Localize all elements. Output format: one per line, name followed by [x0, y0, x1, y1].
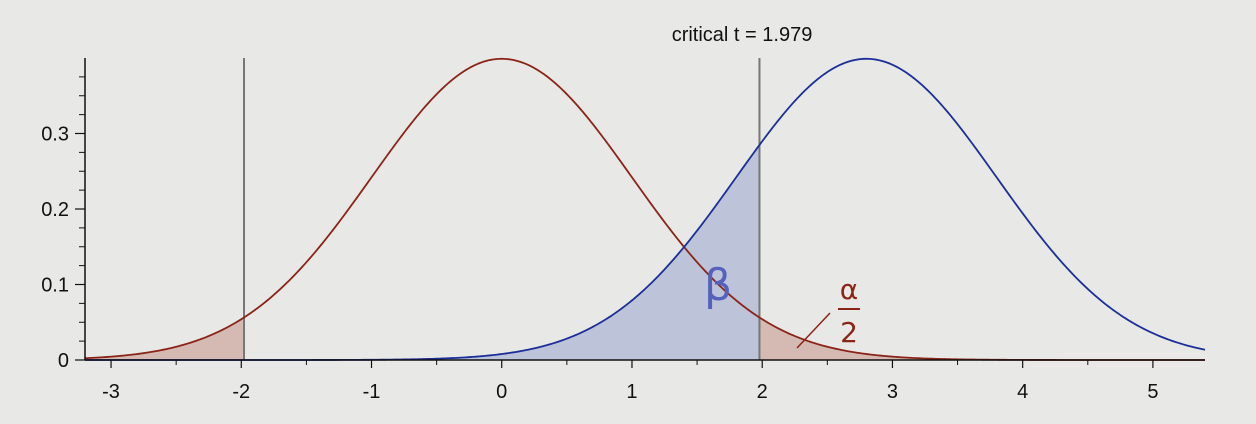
alpha-numerator: α [840, 273, 858, 306]
x-tick-label: 4 [1017, 381, 1028, 403]
y-tick-label: 0.3 [41, 124, 69, 146]
chart-title: critical t = 1.979 [672, 24, 813, 46]
x-tick-label: 3 [887, 381, 898, 403]
y-tick-label: 0.2 [41, 199, 69, 221]
tick-marks: -3 -2 -1 0 1 2 3 4 5 0 0.1 0.2 0.3 [41, 76, 1158, 403]
y-tick-label: 0.1 [41, 275, 69, 297]
shaded-areas [85, 144, 1205, 360]
x-tick-label: -1 [363, 381, 381, 403]
x-tick-label: 0 [496, 381, 507, 403]
x-tick-label: 1 [626, 381, 637, 403]
alpha-pointer-line [796, 312, 831, 349]
shaded-region-0 [85, 317, 245, 360]
x-tick-label: 2 [757, 381, 768, 403]
y-tick-label: 0 [58, 350, 69, 372]
alpha-denominator: 2 [840, 316, 858, 349]
shaded-region-2 [85, 144, 760, 360]
x-tick-label: -3 [102, 381, 120, 403]
alpha-half-annotation: α 2 [796, 273, 860, 349]
x-tick-label: 5 [1147, 381, 1158, 403]
critical-value-lines [243, 58, 761, 360]
shaded-region-1 [759, 317, 1205, 360]
beta-annotation: β [704, 260, 732, 311]
x-tick-label: -2 [232, 381, 250, 403]
